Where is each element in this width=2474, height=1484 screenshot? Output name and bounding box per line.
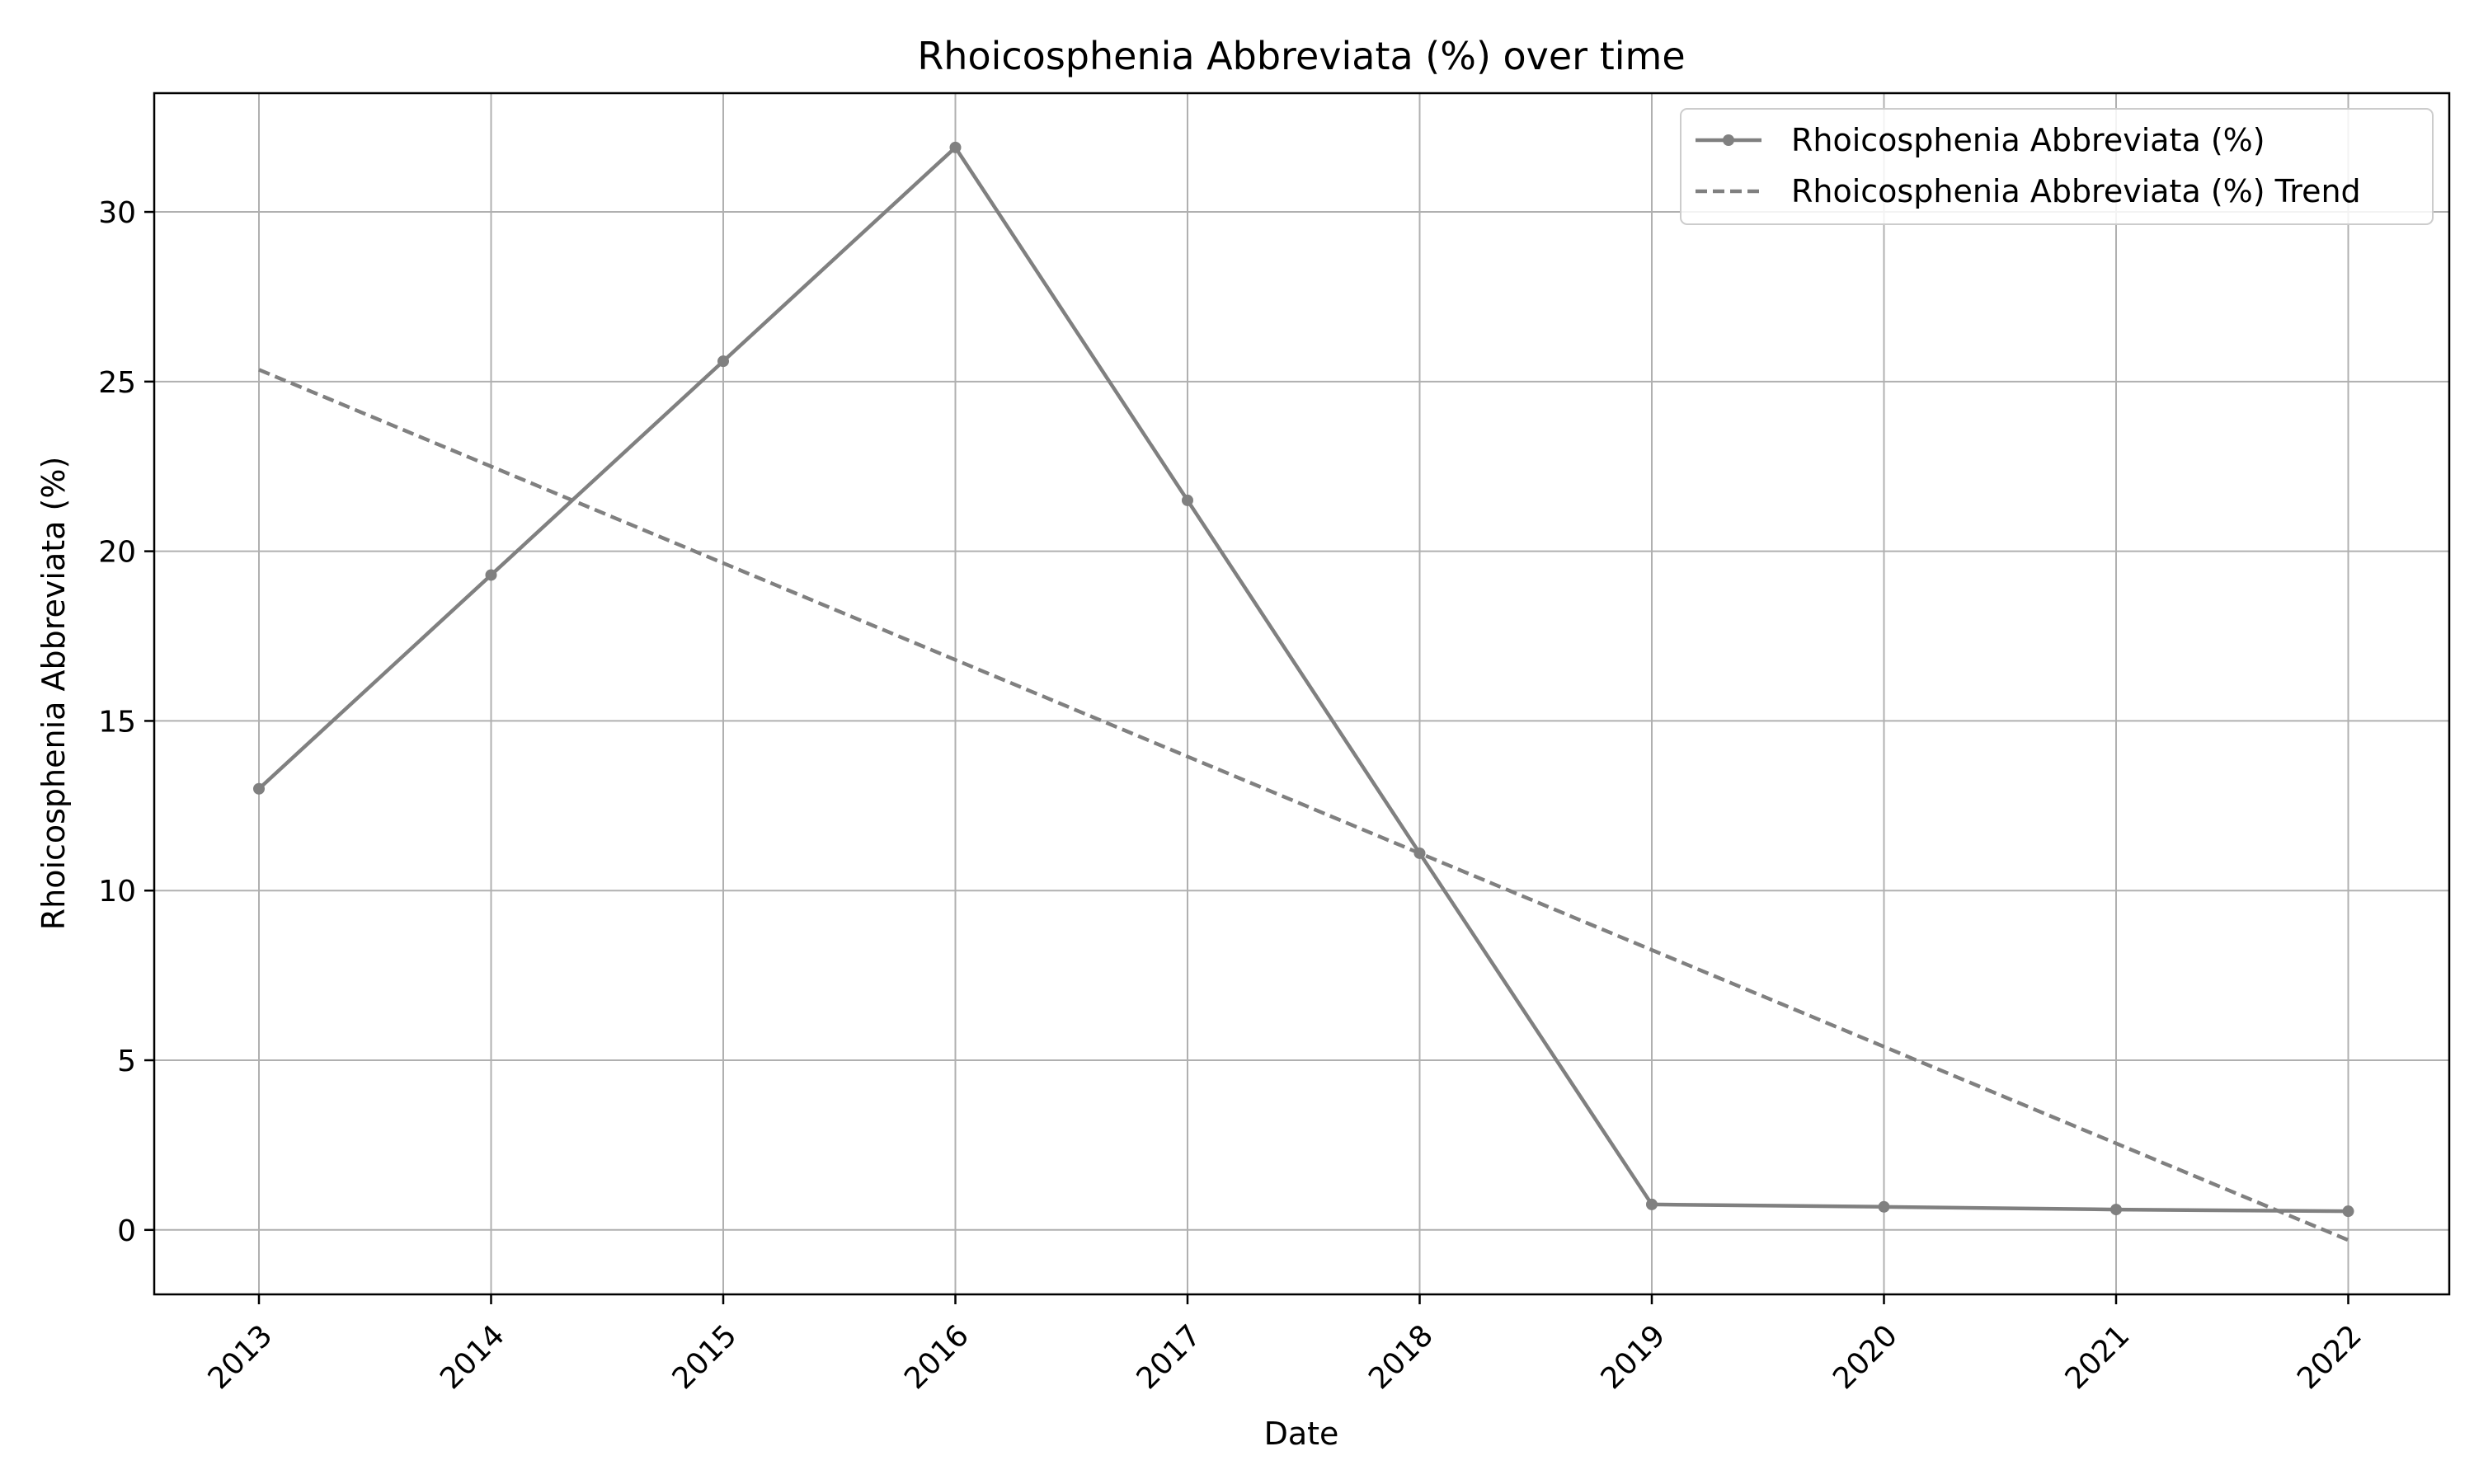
data-point	[717, 355, 729, 368]
x-tick-label: 2013	[202, 1318, 280, 1396]
data-point	[485, 569, 497, 581]
series-layer	[253, 141, 2354, 1242]
data-point	[949, 141, 962, 153]
legend-box	[1680, 108, 2434, 225]
legend-label-series: Rhoicosphenia Abbreviata (%)	[1791, 122, 2265, 158]
y-tick-label: 5	[117, 1045, 136, 1078]
x-tick-label: 2017	[1131, 1318, 1208, 1396]
x-tick-label: 2018	[1362, 1318, 1440, 1396]
x-axis-title: Date	[1264, 1416, 1339, 1452]
y-tick-label: 15	[98, 705, 136, 739]
y-tick-label: 10	[98, 875, 136, 909]
y-tick-label: 25	[98, 366, 136, 400]
x-tick-label: 2015	[666, 1318, 744, 1396]
x-axis: 2013 2014 2015 2016 2017 2018 2019 2020 2021 2022	[202, 1294, 2368, 1396]
data-point	[2110, 1204, 2122, 1216]
x-tick-label: 2022	[2291, 1318, 2368, 1396]
series-line	[257, 145, 2349, 1214]
y-axis: 0 5 10 15 20 25 30	[98, 196, 154, 1248]
y-axis-title: Rhoicosphenia Abbreviata (%)	[35, 457, 72, 931]
grid	[154, 93, 2449, 1294]
y-tick-label: 20	[98, 536, 136, 570]
data-point	[1878, 1200, 1890, 1213]
legend-label-trend: Rhoicosphenia Abbreviata (%) Trend	[1791, 173, 2361, 209]
data-point	[253, 782, 265, 795]
legend: Rhoicosphenia Abbreviata (%) Rhoicosphen…	[1680, 108, 2434, 225]
trend-line	[258, 368, 2349, 1242]
x-tick-label: 2020	[1827, 1318, 1904, 1396]
chart-title: Rhoicosphenia Abbreviata (%) over time	[917, 34, 1685, 78]
plot-area-frame	[153, 92, 2451, 1296]
data-point	[2342, 1205, 2354, 1218]
data-point	[1646, 1198, 1658, 1210]
data-point	[1182, 494, 1193, 506]
x-tick-label: 2016	[898, 1318, 976, 1396]
x-tick-label: 2021	[2059, 1318, 2137, 1396]
y-tick-label: 30	[98, 196, 136, 230]
x-tick-label: 2019	[1595, 1318, 1672, 1396]
y-tick-label: 0	[117, 1214, 136, 1248]
x-tick-label: 2014	[434, 1318, 511, 1396]
legend-marker-series	[1723, 134, 1734, 146]
